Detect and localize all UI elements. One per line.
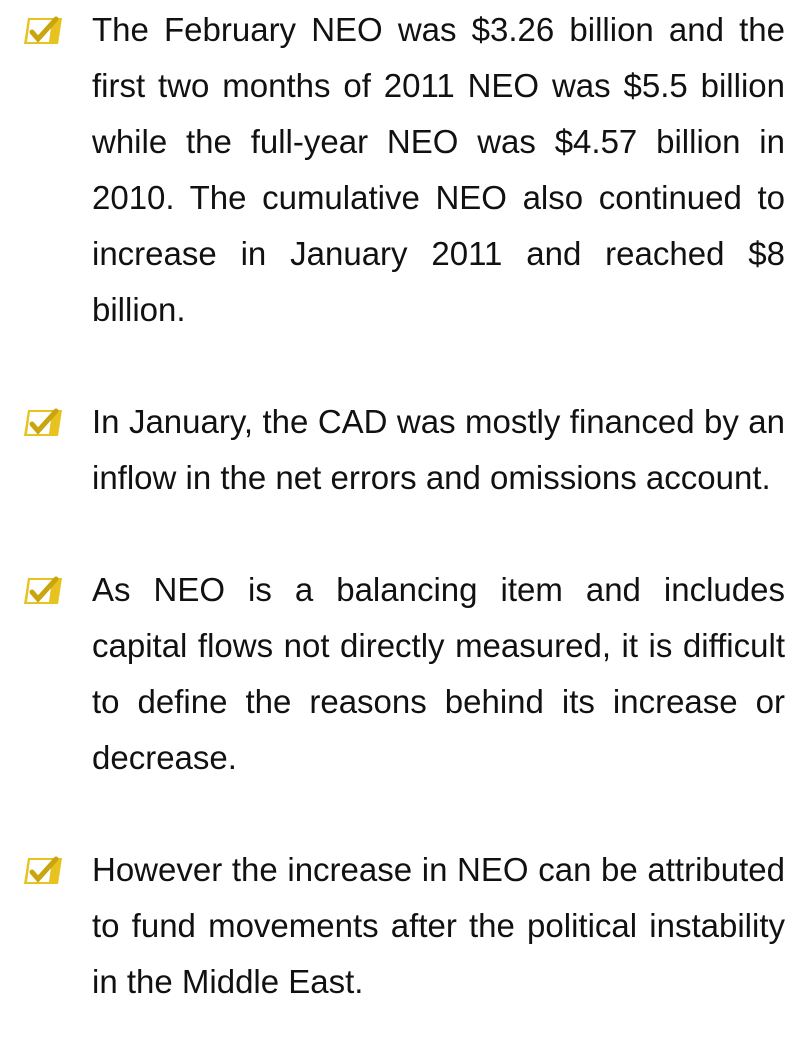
bullet-item: However the increase in NEO can be attri… (0, 842, 809, 1010)
bullet-text: In January, the CAD was mostly financed … (92, 403, 785, 496)
bullet-icon (24, 576, 62, 604)
bullet-text: The February NEO was $3.26 billion and t… (92, 11, 785, 328)
bullet-item: The February NEO was $3.26 billion and t… (0, 2, 809, 338)
bullet-icon (24, 16, 62, 44)
bullet-text: However the increase in NEO can be attri… (92, 851, 785, 1000)
bullet-icon (24, 408, 62, 436)
bullet-item: As NEO is a balancing item and includes … (0, 562, 809, 786)
bullet-icon (24, 856, 62, 884)
bullet-text: As NEO is a balancing item and includes … (92, 571, 785, 776)
bullet-item: In January, the CAD was mostly financed … (0, 394, 809, 506)
